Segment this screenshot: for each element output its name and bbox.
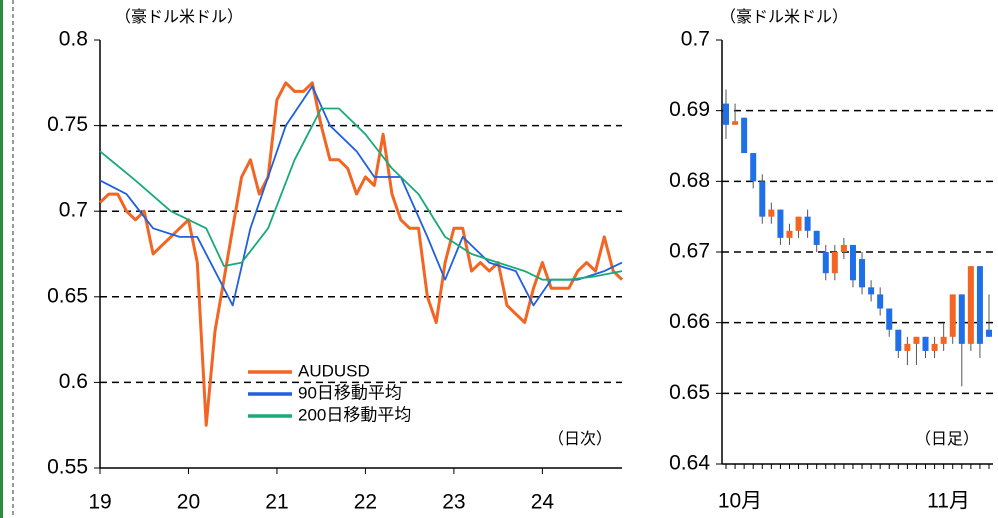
candle-body	[777, 209, 784, 238]
candle-body	[904, 343, 911, 351]
candle-body	[804, 216, 811, 231]
x-tick-label: 11月	[927, 490, 970, 513]
candle-body	[768, 209, 775, 217]
y-tick-label: 0.65	[47, 284, 88, 307]
candle-body	[795, 216, 802, 231]
unit-label: （豪ドル米ドル）	[720, 7, 848, 26]
candle-body	[922, 336, 929, 351]
candle-body	[741, 117, 748, 154]
x-tick-label: 19	[88, 491, 111, 514]
frequency-note: （日足）	[915, 430, 979, 448]
y-tick-label: 0.55	[47, 456, 88, 479]
candle-body	[913, 336, 920, 344]
y-tick-label: 0.6	[59, 370, 88, 393]
candle-body	[786, 230, 793, 238]
y-tick-label: 0.7	[681, 28, 710, 51]
candle-body	[723, 103, 729, 125]
candle-body	[967, 266, 974, 344]
candle-body	[958, 294, 965, 344]
series-line	[99, 85, 623, 307]
frequency-note: （日次）	[548, 430, 612, 448]
candle-body	[877, 294, 884, 309]
candle-body	[813, 230, 820, 245]
legend-label: 90日移動平均	[298, 383, 402, 402]
x-tick-label: 22	[354, 491, 377, 514]
candle-body	[868, 287, 875, 295]
y-tick-label: 0.75	[47, 113, 88, 136]
candle-body	[759, 181, 766, 217]
candle-body	[949, 294, 956, 337]
x-tick-label: 23	[442, 491, 465, 514]
y-tick-label: 0.69	[669, 98, 710, 121]
legend-label: AUDUSD	[298, 361, 370, 380]
y-tick-label: 0.66	[669, 310, 710, 333]
x-tick-label: 10月	[718, 490, 762, 513]
candle-body	[895, 329, 902, 351]
x-tick-label: 24	[531, 491, 555, 514]
series-line	[98, 81, 624, 427]
y-tick-label: 0.68	[669, 169, 710, 192]
legend-label: 200日移動平均	[298, 405, 411, 424]
unit-label: （豪ドル米ドル）	[115, 7, 243, 26]
y-tick-label: 0.67	[669, 240, 710, 263]
candle-body	[940, 336, 947, 344]
x-tick-label: 20	[177, 491, 200, 514]
candle-body	[732, 121, 739, 125]
x-tick-label: 21	[265, 491, 288, 514]
y-tick-label: 0.8	[59, 28, 88, 51]
candle-body	[859, 259, 866, 288]
candle-body	[750, 153, 757, 182]
y-tick-label: 0.7	[59, 199, 88, 222]
candle-body	[849, 244, 856, 281]
candle-body	[831, 252, 838, 274]
candle-body	[886, 308, 893, 330]
y-tick-label: 0.65	[669, 381, 710, 404]
candle-body	[976, 266, 983, 344]
candle-body	[840, 244, 847, 252]
candle-body	[822, 252, 829, 274]
candle-body	[931, 343, 938, 351]
y-tick-label: 0.64	[669, 452, 710, 475]
candle-body	[986, 329, 992, 337]
series-line	[99, 107, 623, 281]
